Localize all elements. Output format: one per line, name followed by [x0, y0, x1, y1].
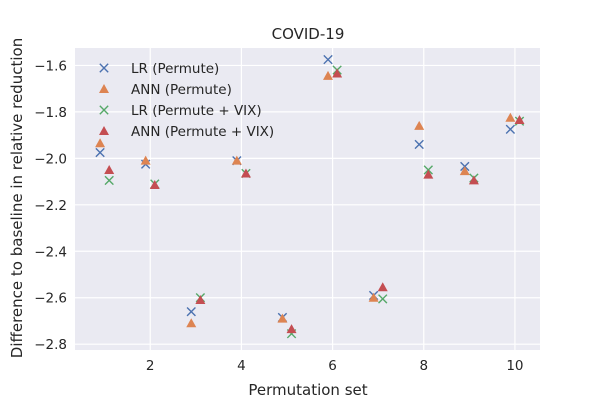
chart-title: COVID-19 [272, 25, 345, 43]
data-point [505, 124, 516, 135]
legend: LR (Permute) ANN (Permute) LR (Permute + V… [99, 61, 274, 140]
data-point [104, 175, 114, 186]
data-point [514, 115, 525, 125]
legend-label: LR (Permute + VIX) [131, 103, 262, 119]
data-point [459, 166, 470, 176]
x-tick-label: 4 [237, 358, 246, 374]
legend-label: ANN (Permute) [131, 82, 232, 98]
tick-labels: 2 4 6 8 10 −2.8 −2.6 −2.4 −2.2 −2.0 −1.8 −1.6 [34, 58, 523, 374]
y-tick-label: −2.8 [34, 337, 67, 353]
data-point [323, 70, 334, 80]
legend-label: LR (Permute) [131, 61, 219, 77]
legend-item: LR (Permute + VIX) [99, 103, 262, 119]
data-point [368, 292, 379, 302]
legend-item: ANN (Permute + VIX) [99, 124, 274, 140]
x-tick-label: 8 [419, 358, 428, 374]
data-point [95, 138, 106, 148]
legend-marker [99, 105, 109, 115]
y-axis-label: Difference to baseline in relative reduc… [8, 38, 26, 358]
data-point [186, 306, 196, 317]
data-points [95, 54, 525, 339]
data-point [104, 164, 115, 174]
legend-marker [99, 84, 109, 93]
series-2 [95, 70, 516, 328]
legend-marker [99, 63, 109, 73]
data-point [323, 54, 333, 65]
data-point [378, 294, 388, 304]
legend-item: ANN (Permute) [99, 82, 232, 98]
data-point [195, 295, 206, 305]
data-point [186, 318, 197, 328]
data-point [231, 155, 242, 165]
legend-marker [99, 126, 109, 135]
x-tick-label: 10 [506, 358, 523, 374]
grid [75, 48, 540, 350]
data-point [414, 120, 425, 130]
data-point [95, 147, 105, 158]
y-tick-label: −1.8 [34, 105, 67, 121]
data-point [423, 169, 434, 179]
series-4 [104, 68, 525, 334]
data-point [277, 313, 288, 323]
y-tick-label: −2.0 [34, 151, 67, 167]
data-point [414, 139, 424, 150]
data-point [468, 175, 479, 185]
data-point [140, 155, 151, 165]
data-point [286, 324, 297, 334]
data-point [505, 112, 516, 122]
y-tick-label: −1.6 [34, 58, 67, 74]
y-tick-label: −2.6 [34, 291, 67, 307]
data-point [149, 180, 160, 190]
x-axis-label: Permutation set [248, 381, 367, 399]
plot-area [75, 48, 540, 350]
data-point [377, 282, 388, 292]
x-tick-label: 2 [146, 358, 155, 374]
legend-label: ANN (Permute + VIX) [131, 124, 274, 140]
y-tick-label: −2.4 [34, 244, 67, 260]
data-point [240, 168, 251, 178]
x-tick-label: 6 [328, 358, 337, 374]
data-point [332, 68, 343, 78]
y-tick-label: −2.2 [34, 198, 67, 214]
legend-item: LR (Permute) [99, 61, 219, 77]
